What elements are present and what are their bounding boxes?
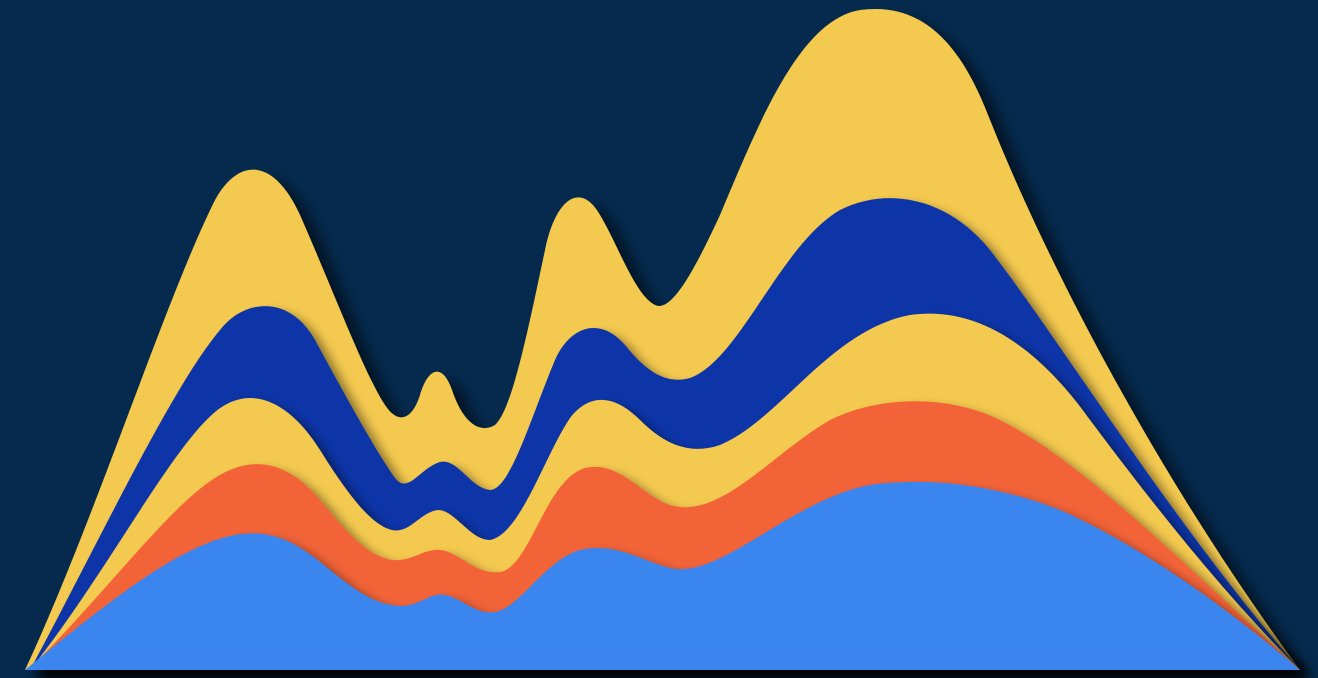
light-blue-layer (25, 481, 1300, 670)
